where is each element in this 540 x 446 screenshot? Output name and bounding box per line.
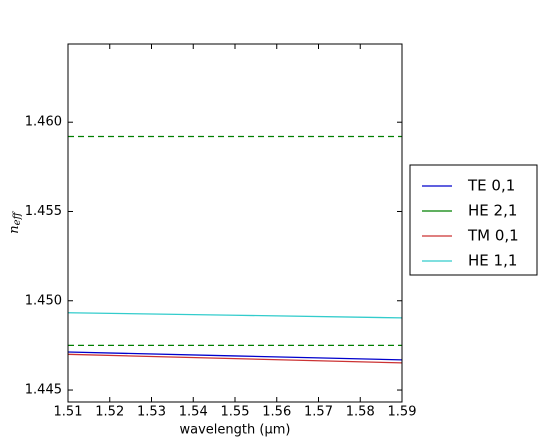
x-tick-label: 1.57 <box>304 405 333 420</box>
plot-frame <box>67 43 403 403</box>
series-line <box>67 351 403 361</box>
y-tick-label: 1.445 <box>25 383 62 398</box>
x-tick-label: 1.51 <box>54 405 83 420</box>
y-tick-label: 1.450 <box>25 293 62 308</box>
x-tick-label: 1.54 <box>179 405 208 420</box>
y-label-sub: eff <box>12 210 23 225</box>
x-tick-label: 1.59 <box>388 405 417 420</box>
legend-label: HE 2,1 <box>468 202 517 220</box>
series-line <box>67 312 403 319</box>
x-tick-label: 1.53 <box>137 405 166 420</box>
legend-label: HE 1,1 <box>468 252 517 270</box>
x-tick-label: 1.52 <box>95 405 124 420</box>
series-line <box>67 353 403 364</box>
legend-box <box>409 164 538 276</box>
x-tick-label: 1.56 <box>262 405 291 420</box>
y-label-base: n <box>7 225 22 233</box>
x-tick-label: 1.55 <box>221 405 250 420</box>
legend-label: TM 0,1 <box>467 227 519 245</box>
y-axis-label: neff <box>7 210 23 233</box>
x-axis-label: wavelength (μm) <box>180 423 291 438</box>
legend: TE 0,1 HE 2,1 TM 0,1 HE 1,1 <box>409 164 538 276</box>
y-tick-label: 1.455 <box>25 204 62 219</box>
x-tick-label: 1.58 <box>346 405 375 420</box>
legend-label: TE 0,1 <box>467 177 515 195</box>
y-tick-label: 1.460 <box>25 115 62 130</box>
